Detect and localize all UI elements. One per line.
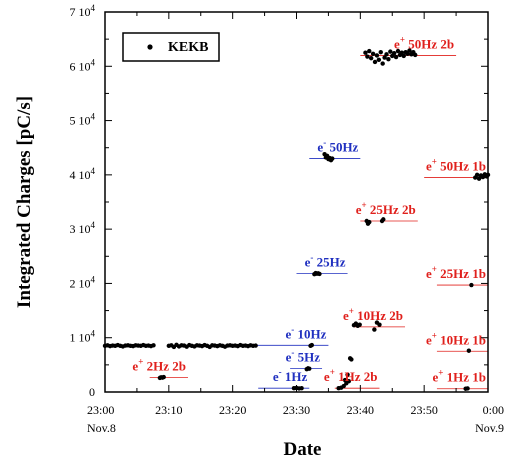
data-point [365, 54, 370, 59]
data-point [466, 348, 472, 353]
legend-box [122, 32, 220, 62]
x-axis-title: Date [284, 439, 322, 460]
data-point [391, 51, 397, 56]
data-point [465, 386, 470, 391]
y-axis-title: Integrated Charges [pC/s] [14, 96, 35, 308]
x-tick-label: 0:00 [483, 403, 504, 417]
data-point [395, 48, 401, 54]
plot-frame [104, 11, 489, 393]
data-point [317, 271, 322, 277]
data-point [161, 374, 166, 380]
legend: KEKB [122, 32, 220, 62]
data-point [374, 53, 380, 58]
data-point [377, 322, 382, 327]
data-point [357, 322, 362, 327]
data-point [381, 217, 386, 222]
y-tick-label: 1 104 [70, 329, 96, 345]
data-point [388, 49, 393, 54]
data-point [401, 53, 406, 59]
x-tick-label: 23:40 [347, 403, 374, 417]
data-point [413, 52, 418, 58]
y-tick-label: 5 104 [70, 112, 96, 128]
data-point [309, 342, 315, 348]
data-point [376, 57, 382, 62]
legend-marker [147, 44, 153, 50]
data-point [346, 378, 352, 384]
mode-label: e+ 50Hz 1b [426, 157, 486, 174]
data-point [378, 49, 383, 55]
x-tick-label: 23:30 [283, 403, 310, 417]
data-point [407, 48, 412, 53]
y-tick-label: 4 104 [70, 166, 96, 182]
legend-label: KEKB [168, 40, 208, 55]
mode-label: e- 1Hz [273, 367, 308, 384]
mode-label: e+ 1Hz 1b [432, 368, 486, 385]
data-point [476, 176, 482, 181]
mode-label: e+ 10Hz 2b [343, 306, 403, 323]
data-point [393, 54, 399, 60]
mode-label: e- 50Hz [317, 138, 358, 155]
y-tick-label: 6 104 [70, 57, 96, 73]
data-point [372, 59, 378, 65]
mode-labels: e+ 2Hz 2b e- 1Hz e- 5Hz e- 10Hz e- 25Hz e- 50… [132, 34, 486, 384]
mode-label: e+ 25Hz 1b [426, 264, 486, 281]
data-point [330, 156, 335, 161]
mode-label: e+ 1Hz 2b [324, 367, 378, 384]
data-point [363, 50, 368, 55]
data-point [399, 50, 405, 55]
mode-label: e+ 2Hz 2b [132, 356, 186, 373]
x-tick-sublabel: Nov.9 [475, 421, 504, 435]
data-point [349, 357, 354, 362]
data-point [367, 48, 372, 54]
data-point [382, 55, 387, 60]
mode-label: e+ 10Hz 1b [426, 330, 486, 347]
data-point [380, 61, 385, 66]
data-point [367, 219, 372, 225]
data-point [386, 57, 391, 62]
x-tick-label: 23:20 [219, 403, 246, 417]
y-tick-label: 7 104 [70, 3, 96, 19]
y-tick-label: 0 [89, 385, 95, 399]
data-point [384, 52, 389, 57]
mode-label: e- 5Hz [286, 348, 321, 365]
data-point [253, 343, 258, 348]
y-tick-label: 2 104 [70, 274, 96, 290]
mode-label: e+ 25Hz 2b [356, 200, 416, 217]
data-point [345, 372, 350, 377]
x-tick-sublabel: Nov.8 [87, 421, 116, 435]
tick-labels: 0 1 104 2 104 3 104 4 104 5 104 6 104 7 104 23:0… [70, 3, 505, 435]
data-point [299, 386, 304, 391]
data-point [469, 282, 474, 288]
data-point [372, 327, 377, 332]
data-points [102, 48, 491, 391]
x-tick-label: 23:00 [87, 403, 114, 417]
mode-label: e- 10Hz [285, 324, 326, 341]
data-point [151, 343, 156, 348]
x-tick-label: 23:10 [155, 403, 182, 417]
data-point [474, 172, 480, 178]
data-point [307, 366, 312, 371]
data-point [405, 51, 410, 56]
mode-label: e+ 50Hz 2b [394, 34, 454, 51]
y-tick-label: 3 104 [70, 220, 96, 236]
x-tick-label: 23:50 [410, 403, 437, 417]
data-point [368, 55, 374, 61]
mode-label: e- 25Hz [305, 253, 346, 270]
data-point [370, 51, 376, 56]
